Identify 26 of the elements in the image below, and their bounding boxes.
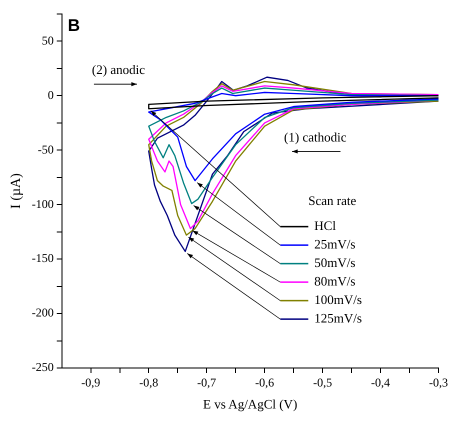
chart-title: B: [68, 16, 80, 36]
y-tick-label: 0: [48, 88, 54, 102]
x-tick-label: -0,4: [371, 375, 390, 390]
x-tick-label: -0,3: [429, 375, 448, 390]
y-tick-label: -250: [32, 360, 54, 374]
y-axis-title: I (µA): [9, 172, 24, 209]
legend-title: Scan rate: [308, 193, 357, 208]
legend-label: HCl: [314, 218, 336, 234]
x-tick-label: -0,8: [139, 375, 158, 390]
x-tick-label: -0,6: [255, 375, 274, 390]
legend-label: 100mV/s: [314, 292, 362, 308]
legend-label: 125mV/s: [314, 310, 362, 326]
x-tick-label: -0,9: [81, 375, 100, 390]
annotation: (2) anodic: [92, 62, 146, 78]
y-tick-label: 50: [42, 33, 54, 48]
y-tick-label: -200: [32, 306, 54, 320]
x-tick-label: -0,7: [197, 375, 216, 390]
y-tick-label: -100: [32, 196, 54, 211]
legend-label: 80mV/s: [314, 274, 356, 289]
legend-label: 50mV/s: [314, 255, 356, 270]
x-tick-label: -0,5: [313, 375, 332, 390]
annotation: (1) cathodic: [284, 129, 347, 144]
x-axis-title: E vs Ag/AgCl (V): [203, 396, 298, 412]
y-tick-label: -150: [32, 251, 54, 266]
legend-label: 25mV/s: [314, 236, 356, 252]
y-tick-label: -50: [38, 142, 54, 156]
